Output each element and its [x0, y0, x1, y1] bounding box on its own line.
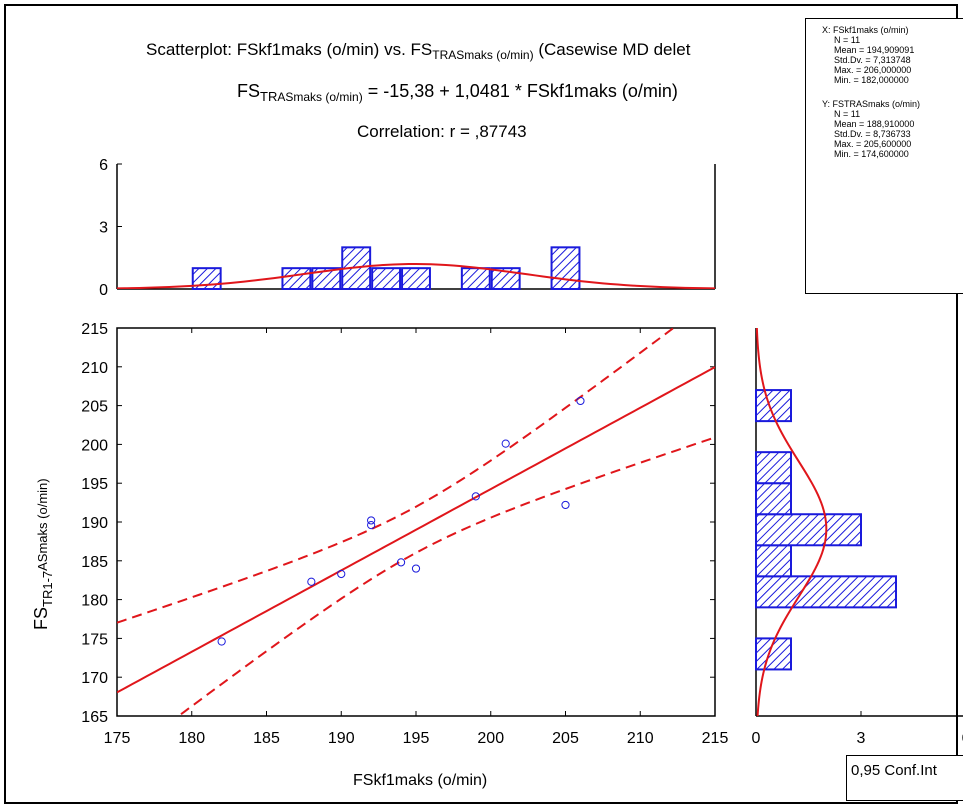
data-point — [471, 492, 480, 501]
top-hist-bar — [371, 267, 402, 290]
y-tick-label: 190 — [81, 515, 108, 532]
correlation-label: Correlation: r = ,87743 — [357, 122, 527, 141]
data-point — [501, 439, 510, 448]
chart-frame — [4, 4, 958, 804]
confidence-legend-box: 0,95 Conf.Int — [846, 755, 963, 801]
data-point — [367, 521, 376, 530]
data-point — [576, 396, 585, 406]
top-hist-bar — [311, 267, 342, 290]
data-point — [337, 569, 346, 579]
x-stats-n: N = 11 — [834, 35, 861, 45]
top-hist-tick-label: 6 — [99, 157, 108, 174]
data-point — [396, 558, 406, 567]
right-hist-curve-group — [756, 328, 828, 716]
x-tick-label: 210 — [627, 730, 654, 747]
data-point — [411, 564, 421, 573]
top-hist-tick-label: 3 — [99, 220, 108, 237]
y-tick-label: 170 — [81, 670, 108, 687]
x-tick-label: 205 — [552, 730, 579, 747]
confidence-band-upper — [117, 328, 676, 624]
y-stats-title: Y: FSTRASmaks (o/min) — [822, 99, 921, 109]
x-tick-label: 180 — [178, 730, 205, 747]
right-hist-bar — [755, 544, 792, 578]
right-hist-bar — [755, 575, 897, 609]
y-tick-label: 185 — [81, 554, 108, 571]
y-tick-label: 195 — [81, 476, 108, 493]
y-tick-label: 165 — [81, 709, 108, 726]
right-hist-bar — [755, 637, 792, 671]
y-stats-min: Min. = 174,600000 — [834, 149, 909, 159]
y-stats-mean: Mean = 188,910000 — [834, 119, 915, 129]
top-hist-normal-curve — [117, 263, 715, 289]
statistics-box: X: FSkf1maks (o/min) N = 11 Mean = 194,9… — [805, 18, 963, 294]
right-hist-bar — [755, 513, 862, 547]
y-stats-n: N = 11 — [834, 109, 861, 119]
right-hist-normal-curve — [756, 328, 828, 716]
x-tick-label: 215 — [702, 730, 729, 747]
y-tick-label: 215 — [81, 321, 108, 338]
regression-line — [117, 366, 715, 694]
y-tick-label: 205 — [81, 399, 108, 416]
data-point — [307, 577, 316, 586]
right-hist-bar — [755, 389, 792, 423]
y-stats-max: Max. = 205,600000 — [834, 139, 912, 149]
chart-title: Scatterplot: FSkf1maks (o/min) vs. FSTRA… — [146, 40, 691, 62]
x-stats-mean: Mean = 194,909091 — [834, 45, 915, 55]
x-tick-label: 175 — [104, 730, 131, 747]
right-hist-bar — [755, 482, 792, 516]
x-stats-title: X: FSkf1maks (o/min) — [822, 25, 909, 35]
x-tick-label: 200 — [477, 730, 504, 747]
top-hist-bar — [401, 267, 431, 290]
right-hist-tick-label: 6 — [962, 730, 963, 747]
y-tick-label: 175 — [81, 631, 108, 648]
x-stats-std: Std.Dv. = 7,313748 — [834, 55, 911, 65]
top-hist-bar — [550, 246, 581, 290]
scatter-plot: 175 180 185 190 195 200 205 210 215 165 170 175 180 1… — [81, 321, 729, 747]
y-stats-std: Std.Dv. = 8,736733 — [834, 129, 911, 139]
y-tick-label: 180 — [81, 593, 108, 610]
data-point — [367, 516, 376, 525]
regression-group — [117, 328, 715, 716]
right-hist-tick-label: 3 — [857, 730, 866, 747]
x-tick-label: 185 — [253, 730, 280, 747]
x-stats-min: Min. = 182,000000 — [834, 75, 909, 85]
right-hist-bar — [755, 451, 792, 485]
top-hist-bar — [490, 267, 521, 290]
top-hist-bar — [460, 267, 491, 290]
top-hist-tick-label: 0 — [99, 282, 108, 299]
top-hist-curve-group — [117, 263, 715, 289]
y-tick-label: 200 — [81, 437, 108, 454]
regression-equation: FSTRASmaks (o/min) = -15,38 + 1,0481 * F… — [237, 81, 678, 104]
confidence-band-lower — [176, 436, 715, 716]
right-hist-tick-label: 0 — [752, 730, 761, 747]
plot-area-border — [116, 327, 716, 717]
right-histogram: 0 3 6 — [752, 328, 963, 747]
top-histogram: 0 3 6 — [99, 157, 716, 299]
y-tick-label: 210 — [81, 360, 108, 377]
x-axis-label: FSkf1maks (o/min) — [353, 772, 487, 789]
x-tick-label: 190 — [328, 730, 355, 747]
data-point — [217, 637, 226, 646]
top-hist-bar — [281, 267, 312, 290]
x-stats-max: Max. = 206,000000 — [834, 65, 912, 75]
data-point — [561, 500, 570, 510]
y-axis-label: FSTR1-7ASmaks (o/min) — [31, 478, 55, 630]
x-tick-label: 195 — [403, 730, 430, 747]
